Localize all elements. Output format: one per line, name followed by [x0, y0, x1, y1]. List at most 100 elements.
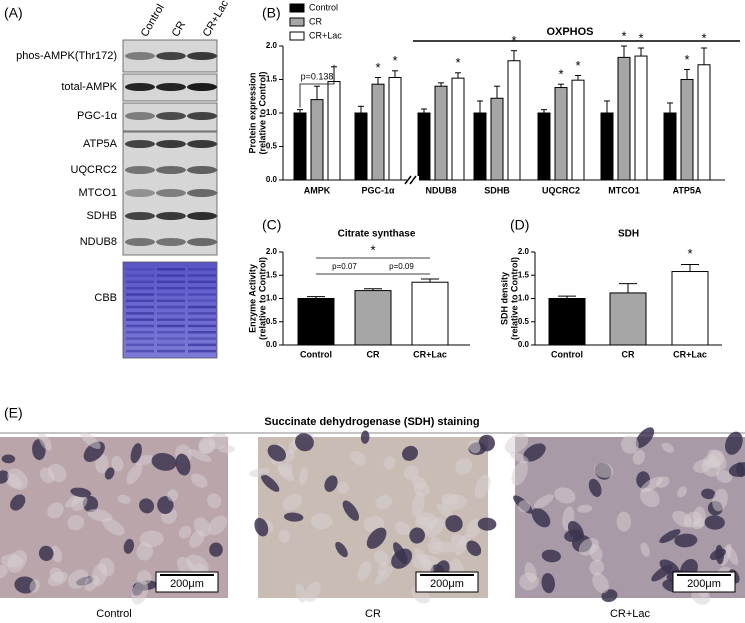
- row-label: total-AMPK: [61, 81, 117, 93]
- band: [156, 166, 186, 174]
- cbb-band: [126, 286, 154, 290]
- fiber: [139, 498, 155, 514]
- fiber: [374, 550, 390, 566]
- panel-label: (B): [262, 5, 281, 21]
- fiber: [67, 514, 85, 531]
- fiber: [725, 431, 743, 455]
- x-tick-label: NDUB8: [425, 185, 456, 195]
- band: [125, 238, 155, 246]
- band: [187, 83, 217, 91]
- fiber: [402, 445, 418, 461]
- fiber: [178, 525, 192, 539]
- fiber: [267, 444, 287, 462]
- fiber: [95, 454, 109, 474]
- cbb-band: [188, 305, 216, 309]
- bar: [417, 112, 431, 181]
- fiber: [567, 521, 584, 541]
- row-label: ATP5A: [83, 138, 118, 150]
- fiber: [7, 550, 27, 573]
- x-tick-label: Control: [300, 349, 332, 359]
- fiber: [524, 562, 537, 583]
- bar: [507, 60, 521, 181]
- fiber: [175, 453, 191, 476]
- band: [156, 212, 186, 220]
- bar: [537, 112, 551, 181]
- fiber: [428, 537, 443, 555]
- significance: *: [455, 55, 460, 70]
- significance: *: [701, 30, 706, 45]
- comparison-label: p=0.07: [332, 262, 357, 271]
- fiber: [366, 527, 387, 549]
- fiber: [518, 500, 531, 513]
- fiber: [409, 527, 425, 544]
- bar: [354, 112, 368, 181]
- cbb-band: [157, 305, 185, 309]
- fiber: [208, 515, 228, 536]
- fiber: [47, 463, 67, 483]
- cbb-band: [126, 280, 154, 284]
- fiber: [640, 476, 663, 493]
- fiber: [254, 517, 269, 537]
- micrograph: [504, 427, 745, 605]
- cbb-band: [157, 349, 185, 353]
- fiber: [207, 493, 222, 509]
- annotation: OXPHOS: [546, 26, 593, 38]
- image-label: CR+Lac: [610, 608, 651, 620]
- cbb-band: [157, 312, 185, 315]
- cbb-band: [126, 299, 154, 302]
- fiber: [592, 572, 609, 594]
- y-tick-label: 0.5: [266, 317, 278, 326]
- fiber: [7, 468, 28, 491]
- bar: [609, 292, 647, 346]
- row-label: NDUB8: [80, 236, 117, 248]
- fiber: [188, 449, 212, 462]
- panel-label: (C): [262, 217, 281, 233]
- scale-label: 200μm: [170, 578, 204, 590]
- cbb-band: [188, 343, 216, 347]
- bar: [548, 298, 586, 346]
- x-tick-label: AMPK: [304, 185, 331, 195]
- band: [187, 212, 217, 220]
- band: [156, 112, 186, 120]
- fiber: [511, 461, 528, 486]
- x-tick-label: CR: [367, 349, 380, 359]
- significance: *: [638, 30, 643, 45]
- y-tick-label: 0.0: [266, 340, 278, 349]
- y-tick-label: 0.0: [518, 340, 530, 349]
- fiber: [84, 575, 99, 592]
- significance: *: [687, 246, 692, 261]
- fiber: [411, 475, 427, 490]
- fiber: [445, 515, 463, 533]
- fiber: [454, 534, 471, 556]
- fiber: [383, 456, 396, 470]
- fiber: [305, 581, 321, 602]
- row-label: phos-AMPK(Thr172): [16, 50, 117, 62]
- fiber: [357, 561, 372, 582]
- fiber: [393, 542, 408, 565]
- fiber: [541, 549, 561, 563]
- bracket: [299, 64, 335, 108]
- panel-label: (A): [4, 5, 23, 21]
- bar: [388, 76, 402, 181]
- x-tick-label: UQCRC2: [542, 185, 580, 195]
- y-axis-label: (relative to Control): [257, 71, 267, 154]
- fiber: [10, 494, 26, 511]
- bar: [671, 271, 709, 346]
- y-tick-label: 2.0: [266, 247, 278, 256]
- bar: [293, 112, 307, 181]
- fiber: [131, 580, 149, 605]
- fiber: [98, 557, 115, 577]
- y-tick-label: 1.5: [266, 75, 278, 84]
- fiber: [635, 427, 655, 448]
- fiber: [701, 488, 716, 500]
- band: [125, 140, 155, 148]
- stain-label: CBB: [94, 292, 117, 304]
- cbb-band: [188, 299, 216, 302]
- cbb-band: [157, 337, 185, 340]
- fiber: [632, 449, 646, 465]
- legend-label: CR: [309, 16, 322, 26]
- y-tick-label: 2.0: [266, 41, 278, 50]
- row-label: PGC-1α: [77, 110, 118, 122]
- bar: [310, 99, 324, 181]
- panel-label: (E): [4, 405, 23, 421]
